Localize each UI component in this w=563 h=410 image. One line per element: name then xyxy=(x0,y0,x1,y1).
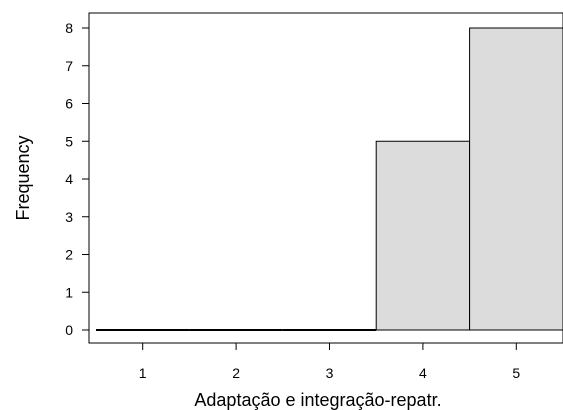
y-tick-label: 3 xyxy=(65,209,73,225)
histogram-bar xyxy=(469,27,563,331)
x-tick-label: 5 xyxy=(512,365,520,381)
y-tick-label: 7 xyxy=(65,58,73,74)
y-tick-label: 5 xyxy=(65,133,73,149)
y-tick-label: 0 xyxy=(65,322,73,338)
x-tick-label: 3 xyxy=(326,365,334,381)
y-tick-label: 4 xyxy=(65,171,73,187)
y-tick-label: 2 xyxy=(65,247,73,263)
y-tick-label: 1 xyxy=(65,284,73,300)
y-tick-label: 6 xyxy=(65,96,73,112)
bars-group xyxy=(96,27,563,331)
y-axis: 0 1 2 3 4 5 6 7 8 xyxy=(65,20,90,338)
x-axis: 1 2 3 4 5 xyxy=(139,342,520,381)
x-tick-label: 2 xyxy=(232,365,240,381)
x-axis-title: Adaptação e integração-repatr. xyxy=(194,390,441,410)
y-tick-label: 8 xyxy=(65,20,73,36)
x-tick-label: 4 xyxy=(419,365,427,381)
y-axis-title: Frequency xyxy=(13,135,33,220)
x-tick-label: 1 xyxy=(139,365,147,381)
histogram-bar xyxy=(375,140,471,331)
